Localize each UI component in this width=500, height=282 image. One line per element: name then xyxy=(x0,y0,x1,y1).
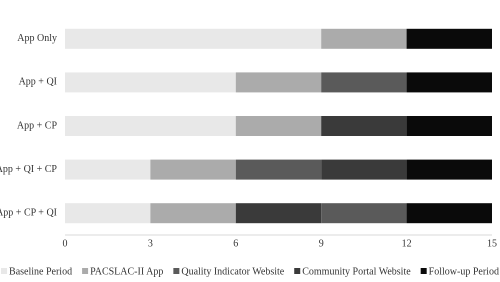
bar-segment xyxy=(65,28,322,49)
bar-segment xyxy=(406,116,492,136)
x-tick-label: 9 xyxy=(319,238,324,249)
legend-label: Follow-up Period xyxy=(429,266,499,277)
bar-segment xyxy=(321,159,407,180)
y-tick-label: App + CP xyxy=(17,120,58,131)
legend-swatch xyxy=(1,268,8,274)
bar-segment xyxy=(235,116,322,136)
bar-segment xyxy=(406,203,492,224)
bar-segment xyxy=(406,28,492,49)
y-tick-label: App Only xyxy=(17,33,57,44)
bar-segment xyxy=(235,203,322,224)
legend-swatch xyxy=(173,268,180,274)
bar-segment xyxy=(150,159,236,180)
legend-swatch xyxy=(294,268,301,274)
legend-label: Baseline Period xyxy=(9,266,72,277)
bar-segment xyxy=(321,72,407,93)
bar-segment xyxy=(235,159,322,180)
bar-segment xyxy=(65,159,151,180)
x-tick-label: 15 xyxy=(487,238,497,249)
y-tick-label: App + QI + CP xyxy=(0,164,57,175)
bar-segment xyxy=(150,203,236,224)
y-tick-label: App + CP + QI xyxy=(0,207,57,218)
bar-segment xyxy=(65,203,151,224)
bar-segment xyxy=(65,116,236,136)
x-tick-label: 12 xyxy=(402,238,412,249)
legend-label: Quality Indicator Website xyxy=(181,266,284,277)
x-tick-label: 0 xyxy=(63,238,68,249)
legend-label: Community Portal Website xyxy=(302,266,411,277)
legend-swatch xyxy=(82,268,89,274)
bar-segment xyxy=(321,116,407,136)
bar-segment xyxy=(321,28,407,49)
legend-label: PACSLAC-II App xyxy=(90,266,163,277)
x-tick-label: 3 xyxy=(148,238,153,249)
bar-segment xyxy=(235,72,322,93)
x-tick-label: 6 xyxy=(233,238,238,249)
legend: Baseline Period PACSLAC-II App Quality Ind… xyxy=(1,266,499,277)
legend-swatch xyxy=(420,268,427,274)
bar-segment xyxy=(321,203,407,224)
bar-segment xyxy=(406,72,492,93)
bar-segment xyxy=(406,159,492,180)
bar-segment xyxy=(65,72,236,93)
y-tick-label: App + QI xyxy=(19,77,57,88)
